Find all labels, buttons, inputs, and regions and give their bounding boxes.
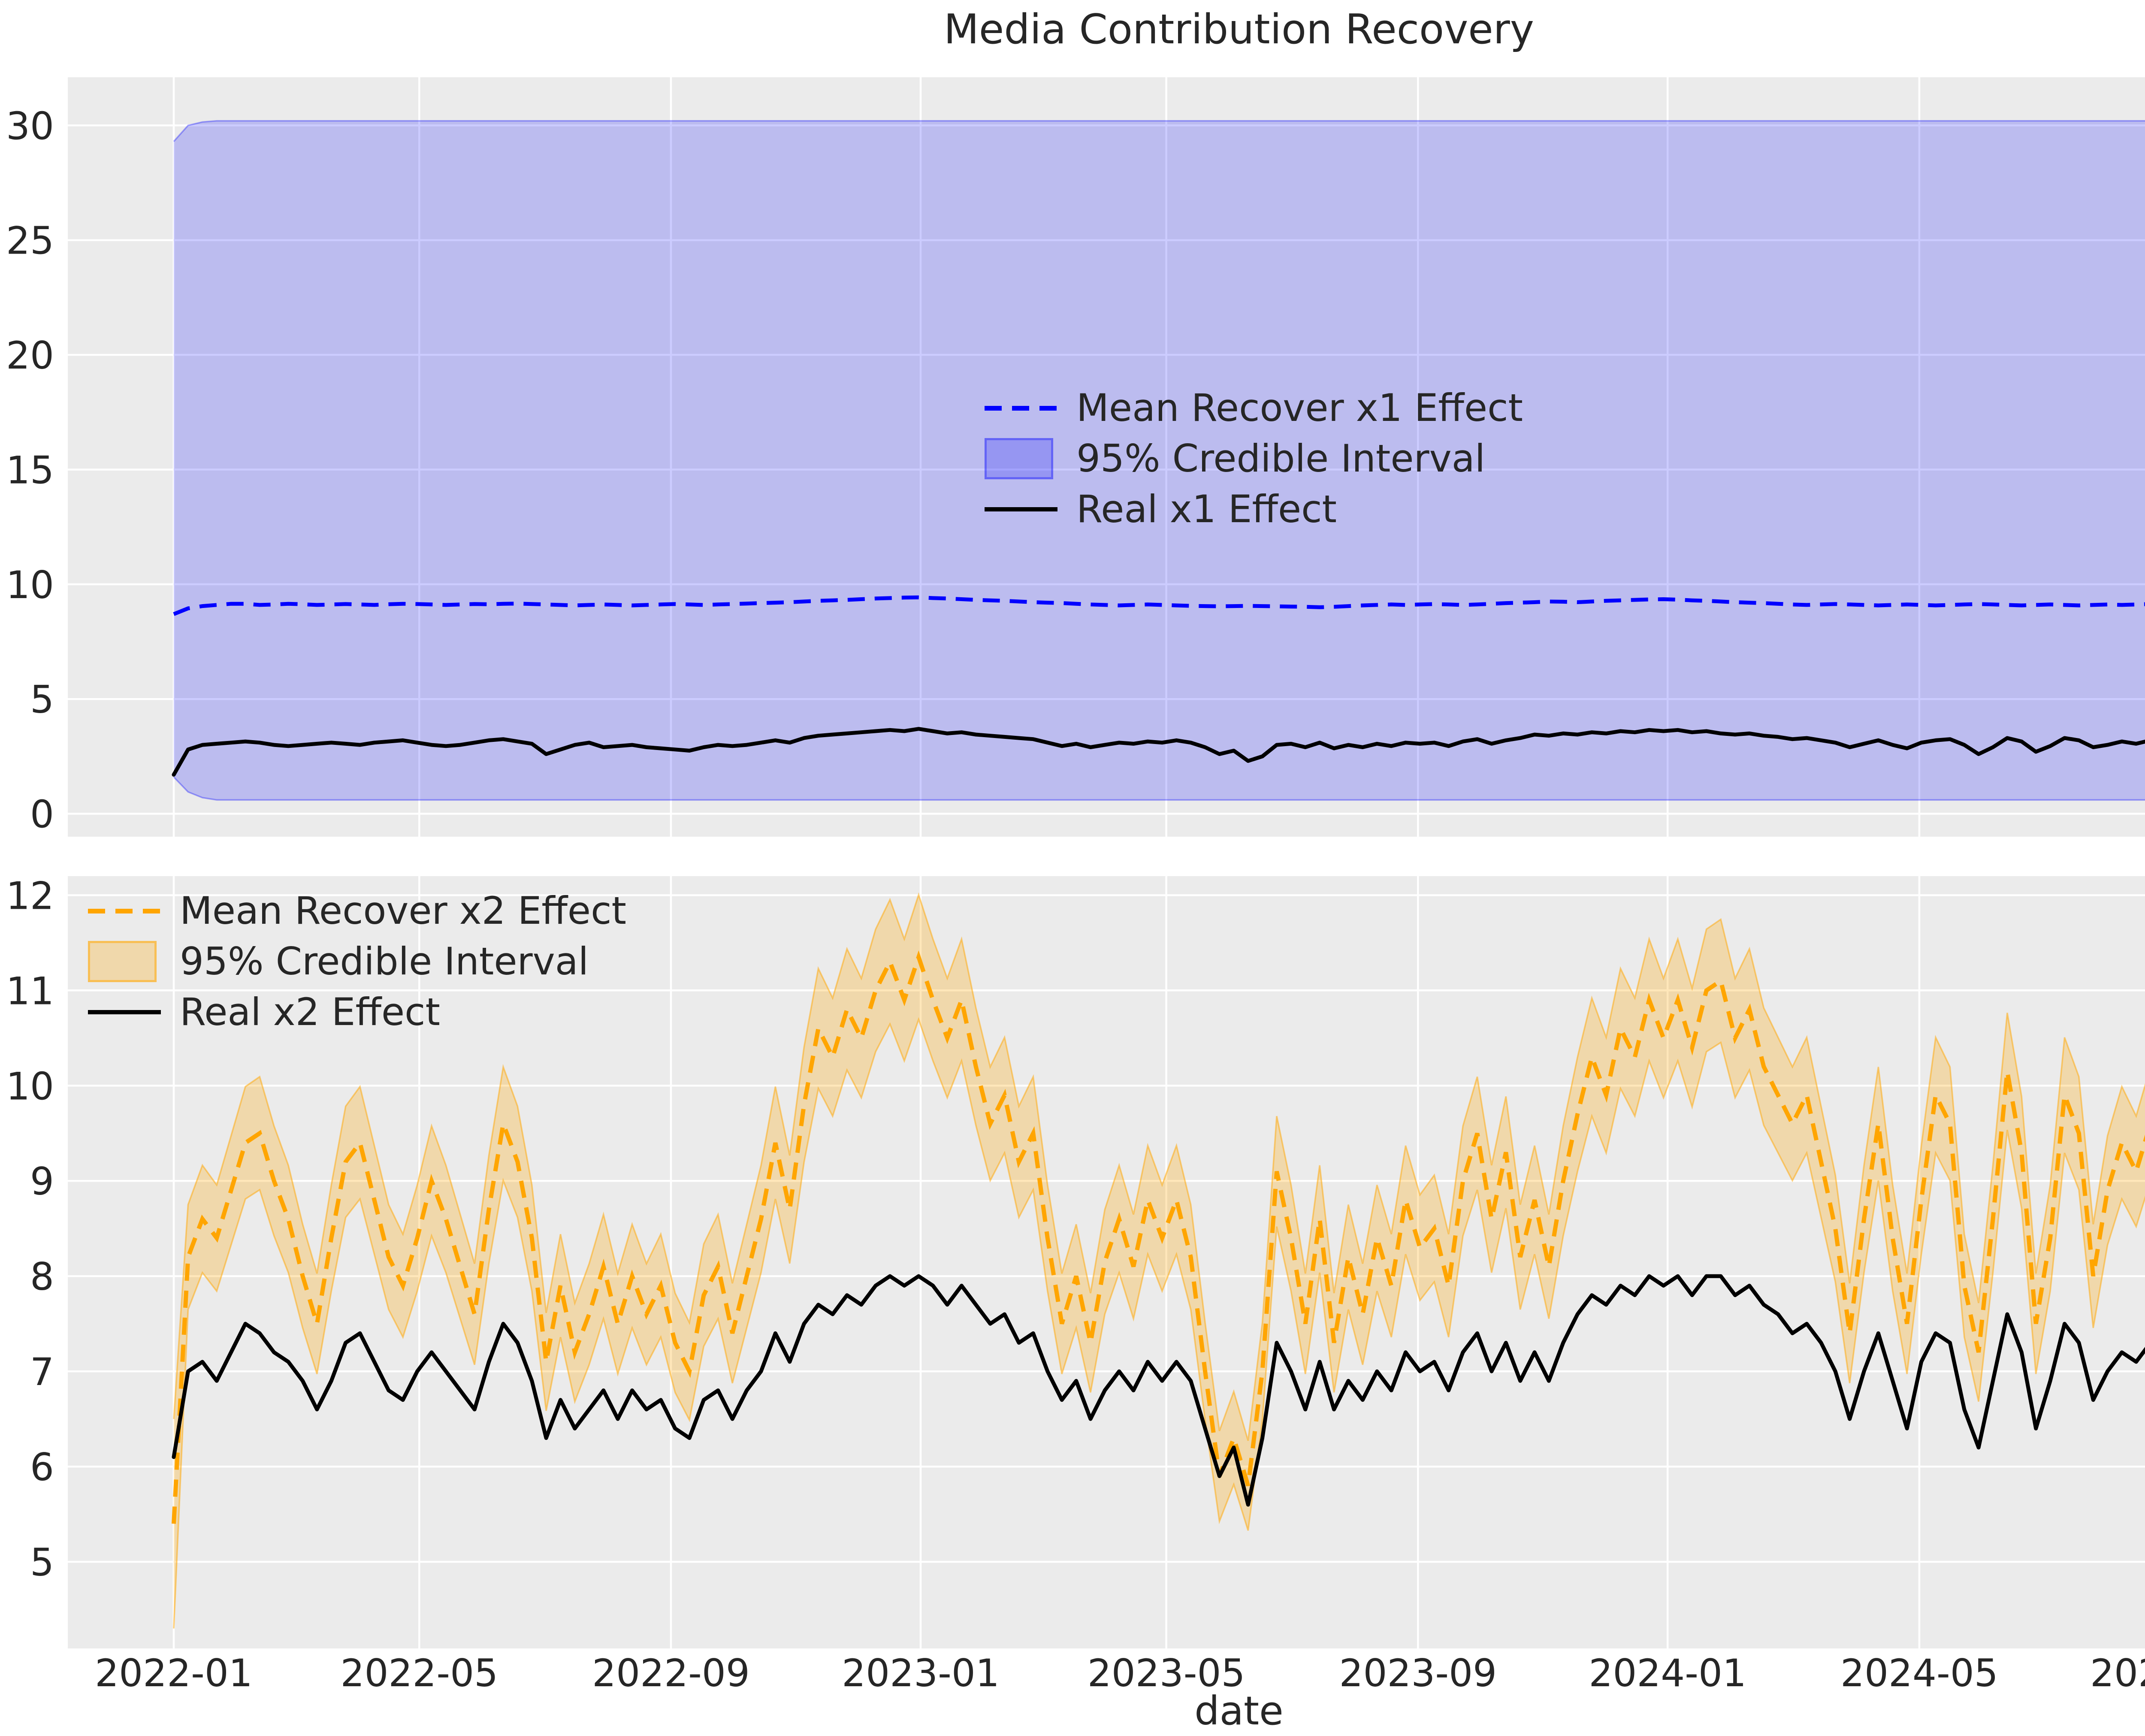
- legend-label: Mean Recover x2 Effect: [180, 889, 626, 933]
- x2-y-tick-label: 11: [6, 969, 54, 1013]
- x1-ci-band-upper-edge: [173, 120, 2145, 142]
- chart-title: Media Contribution Recovery: [943, 6, 1535, 53]
- x1-mean-line: [173, 595, 2145, 616]
- x2-y-tick-label: 12: [6, 874, 54, 918]
- legend-row: 95% Credible Interval: [985, 433, 1523, 484]
- legend-x1: Mean Recover x1 Effect 95% Credible Inte…: [985, 383, 1523, 535]
- x2-ci-band: [174, 895, 2145, 1629]
- x2-y-tick-label: 7: [30, 1350, 54, 1394]
- x2-real-line: [172, 1274, 2145, 1507]
- x2-y-tick-label: 6: [30, 1445, 54, 1489]
- x-tick-label: 2023-01: [842, 1651, 1000, 1695]
- x1-y-tick-label: 10: [6, 563, 54, 607]
- x2-y-tick-label: 8: [30, 1255, 54, 1299]
- x-tick-label: 2022-09: [592, 1651, 750, 1695]
- x1-y-tick-label: 30: [6, 104, 54, 148]
- x1-y-tick-label: 5: [30, 677, 54, 722]
- x1-y-tick-label: 0: [30, 792, 54, 837]
- x1-real-line: [172, 727, 2145, 777]
- legend-x2: Mean Recover x2 Effect 95% Credible Inte…: [88, 886, 626, 1037]
- x1-y-tick-label: 20: [6, 333, 54, 378]
- x-tick-label: 2022-05: [340, 1651, 498, 1695]
- legend-label: 95% Credible Interval: [1076, 436, 1486, 481]
- x2-ci-band-upper-edge: [173, 892, 2145, 1441]
- x-tick-label: 2023-09: [1339, 1651, 1497, 1695]
- x-tick-label: 2024-01: [1589, 1651, 1746, 1695]
- legend-row: Real x2 Effect: [88, 987, 626, 1037]
- legend-label: Real x1 Effect: [1076, 487, 1337, 531]
- legend-row: 95% Credible Interval: [88, 936, 626, 987]
- x1-plot-area: [68, 77, 2145, 837]
- x-tick-label: 2022-01: [95, 1651, 253, 1695]
- x1-ci-band-lower-edge: [173, 776, 2145, 801]
- x-tick-label: 2024-05: [1840, 1651, 1998, 1695]
- x1-y-tick-label: 25: [6, 219, 54, 263]
- dashed-line-icon: [985, 405, 1057, 411]
- patch-icon: [985, 438, 1057, 479]
- legend-row: Mean Recover x2 Effect: [88, 886, 626, 936]
- legend-label: Mean Recover x1 Effect: [1076, 386, 1523, 430]
- legend-row: Mean Recover x1 Effect: [985, 383, 1523, 433]
- solid-line-icon: [985, 507, 1057, 511]
- x-tick-label: 2024-09: [2090, 1651, 2145, 1695]
- x-tick-label: 2023-05: [1088, 1651, 1245, 1695]
- x2-y-tick-label: 5: [30, 1540, 54, 1585]
- dashed-line-icon: [88, 908, 161, 913]
- x-axis-title: date: [1194, 1688, 1284, 1734]
- solid-line-icon: [88, 1010, 161, 1014]
- x2-y-tick-label: 10: [6, 1064, 54, 1108]
- legend-label: 95% Credible Interval: [180, 939, 589, 983]
- x2-plot-area: [68, 876, 2145, 1648]
- x1-y-tick-label: 15: [6, 448, 54, 492]
- x2-ci-band-lower-edge: [173, 1017, 2145, 1629]
- legend-row: Real x1 Effect: [985, 484, 1523, 535]
- x2-y-tick-label: 9: [30, 1159, 54, 1204]
- legend-label: Real x2 Effect: [180, 990, 440, 1034]
- patch-icon: [88, 941, 161, 982]
- x1-ci-band: [174, 121, 2145, 800]
